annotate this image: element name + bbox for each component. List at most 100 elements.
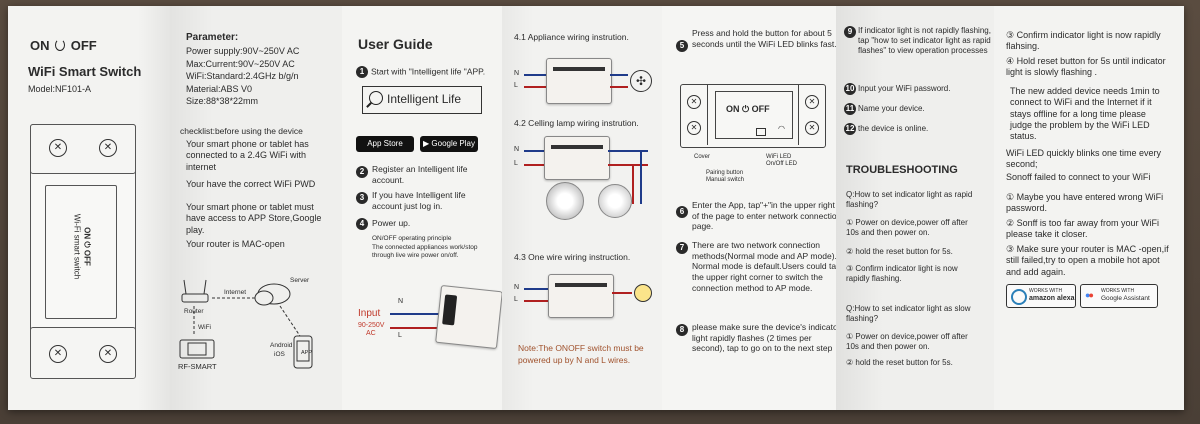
step-12: 12 the device is online.: [844, 123, 929, 135]
step-11: 11 Name your device.: [844, 103, 925, 115]
panel-wiring: 4.1 Appliance wiring instrution. N L ✣ 4…: [502, 6, 662, 410]
google-play-badge: ▶ Google Play: [420, 136, 478, 152]
google-assistant-badge: ●● WORKS WITH Google Assistant: [1080, 284, 1158, 308]
diagram-rf-smart: RF-SMART: [178, 362, 217, 371]
panel-faq: ③ Confirm indicator light is now rapidly…: [994, 6, 1184, 410]
neutral-wire: [390, 313, 440, 315]
n-label: N: [514, 70, 520, 77]
step-3: 3 If you have Intelligent life account ju…: [356, 190, 490, 211]
section-4-3: 4.3 One wire wiring instruction.: [514, 252, 631, 262]
wire: [612, 292, 632, 294]
onoff-description: The connected appliances work/stop throu…: [372, 244, 478, 260]
step-9: 9 If indicator light is not rapidly flash…: [844, 26, 994, 56]
screw-icon: ✕: [99, 345, 117, 363]
screw-icon: ✕: [687, 121, 701, 135]
input-label: Input: [358, 308, 381, 319]
wire: [524, 150, 546, 152]
ac-label: AC: [366, 330, 376, 337]
step-number-4: 4: [356, 218, 368, 230]
product-title: WiFi Smart Switch: [28, 64, 142, 79]
wire: [524, 86, 548, 88]
param-line: Size:88*38*22mm: [186, 96, 259, 107]
play-icon: ▶: [423, 139, 430, 148]
parameter-list: Power supply:90V~250V AC Max:Current:90V…: [186, 45, 299, 108]
switch-icon: [179, 339, 215, 359]
l-label: L: [514, 82, 518, 89]
checklist-item: Your have the correct WiFi PWD: [186, 179, 316, 189]
step-8: 8 please make sure the device's indicator…: [676, 322, 836, 354]
top-cover: [30, 124, 136, 174]
works-with-label: WORKS WITH: [1101, 288, 1135, 294]
troubleshooting-heading: TROUBLESHOOTING: [846, 164, 958, 176]
wire: [524, 164, 546, 166]
phone-icon: [293, 335, 313, 369]
screw-icon: ✕: [805, 95, 819, 109]
step-4: 4 Power up.: [356, 218, 490, 230]
diagram-server: Server: [290, 277, 310, 284]
onoff-principle: ON/OFF operating principle: [372, 235, 452, 242]
param-line: Material:ABS V0: [186, 83, 253, 94]
step-number-2: 2: [356, 166, 368, 178]
pairing-label: Pairing button: [706, 170, 744, 176]
diagram-android: Android: [270, 342, 293, 349]
panel-troubleshooting: 9 If indicator light is not rapidly flash…: [836, 6, 994, 410]
checklist-item: Your smart phone or tablet has connected…: [186, 139, 309, 172]
user-guide-heading: User Guide: [358, 36, 433, 52]
q1-step: ① Power on device,power off after 10s an…: [846, 218, 968, 237]
wire: [608, 150, 648, 152]
onoff-led-label: On/Off LED: [766, 161, 797, 167]
wifi-led-icon: ◠: [778, 124, 785, 133]
network-diagram: [179, 279, 313, 369]
alexa-icon: [1011, 289, 1027, 305]
led-status: WiFi LED quickly blinks one time every s…: [1006, 148, 1162, 170]
cover-label: Cover: [694, 154, 711, 160]
panel-user-guide: User Guide 1 Start with "Intelligent life…: [342, 6, 502, 410]
power-icon: [55, 39, 66, 51]
question-2: Q:How to set indicator light as slow fla…: [846, 304, 971, 323]
step-number-8: 8: [676, 324, 688, 336]
param-line: WiFi:Standard:2.4GHz b/g/n: [186, 71, 299, 82]
answer-1: ③ Confirm indicator light is now rapidly…: [1006, 30, 1161, 52]
app-name-box: Intelligent Life: [362, 86, 482, 114]
step-number-6: 6: [676, 206, 688, 218]
cloud-icon: [254, 283, 291, 306]
device-center: ON ⏻ OFF ◠: [715, 91, 793, 139]
device-illustration: ✕ ✕ ON ⏻ OFF Wi-Fi smart switch ✕ ✕: [30, 124, 136, 379]
step-number-3: 3: [356, 192, 368, 204]
wire: [632, 164, 634, 204]
step-10: 10 Input your WiFi password.: [844, 83, 951, 95]
q2-step: ① Power on device,power off after 10s an…: [846, 332, 968, 351]
folded-leaflet: ON OFF WiFi Smart Switch Model:NF101-A ✕…: [8, 6, 1184, 410]
lamp-photo: [598, 184, 632, 218]
screw-icon: ✕: [805, 121, 819, 135]
answer-2: ④ Hold reset button for 5s until indicat…: [1006, 56, 1166, 78]
logo-on: ON: [30, 38, 50, 53]
switch-module-photo: [435, 284, 502, 350]
wiring-note: Note:The ONOFF switch must be powered up…: [518, 343, 644, 366]
switch-module-photo: [546, 58, 612, 104]
param-line: Power supply:90V~250V AC: [186, 46, 300, 56]
google-label: Google Assistant: [1101, 295, 1150, 302]
panel-cover: ON OFF WiFi Smart Switch Model:NF101-A ✕…: [8, 6, 170, 410]
q1-step: ② hold the reset button for 5s.: [846, 247, 953, 256]
step-7: 7 There are two network connection method…: [676, 240, 836, 293]
parameter-heading: Parameter:: [186, 32, 239, 43]
n-label: N: [514, 284, 520, 291]
panel-parameters: Parameter: Power supply:90V~250V AC Max:…: [170, 6, 342, 410]
step-number-11: 11: [844, 103, 856, 115]
logo-off: OFF: [70, 38, 97, 53]
reason-1: ① Maybe you have entered wrong WiFi pass…: [1006, 192, 1164, 214]
step-1: 1 Start with "Intelligent life "APP.: [356, 66, 502, 78]
l-label: L: [514, 160, 518, 167]
wifi-led-label: WiFi LED: [766, 154, 792, 160]
screw-icon: ✕: [687, 95, 701, 109]
logo: ON OFF: [30, 38, 97, 54]
step-6: 6 Enter the App, tap"+"in the upper right…: [676, 200, 836, 232]
diagram-ios: iOS: [274, 351, 285, 358]
q2-step: ② hold the reset button for 5s.: [846, 358, 953, 367]
screw-icon: ✕: [49, 139, 67, 157]
app-name: Intelligent Life: [387, 92, 462, 106]
wire: [610, 74, 628, 76]
device-body: [45, 185, 117, 319]
switch-module-photo: [544, 136, 610, 180]
